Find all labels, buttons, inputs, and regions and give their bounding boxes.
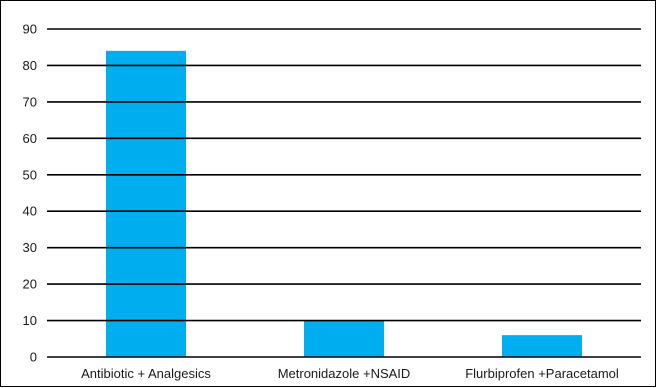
y-axis-tick-labels: 0 10 20 30 40 50 60 70 80 90 xyxy=(23,22,37,365)
bar-metronidazole-nsaid xyxy=(304,320,384,357)
bars xyxy=(106,50,582,357)
bar-antibiotic-analgesics xyxy=(106,50,186,357)
bar-flurbiprofen-paracetamol xyxy=(502,335,582,357)
x-category-label: Antibiotic + Analgesics xyxy=(81,366,211,381)
x-category-label: Metronidazole +NSAID xyxy=(278,366,411,381)
y-tick-label: 40 xyxy=(23,204,37,219)
y-tick-label: 70 xyxy=(23,94,37,109)
y-tick-label: 20 xyxy=(23,277,37,292)
y-tick-label: 90 xyxy=(23,22,37,37)
y-tick-label: 30 xyxy=(23,240,37,255)
x-axis-category-labels: Antibiotic + Analgesics Metronidazole +NS… xyxy=(81,366,619,381)
y-tick-label: 80 xyxy=(23,58,37,73)
y-tick-label: 60 xyxy=(23,131,37,146)
y-tick-label: 0 xyxy=(30,350,37,365)
y-tick-label: 10 xyxy=(23,313,37,328)
y-tick-label: 50 xyxy=(23,167,37,182)
x-category-label: Flurbiprofen +Paracetamol xyxy=(465,366,619,381)
gridlines xyxy=(47,28,641,358)
